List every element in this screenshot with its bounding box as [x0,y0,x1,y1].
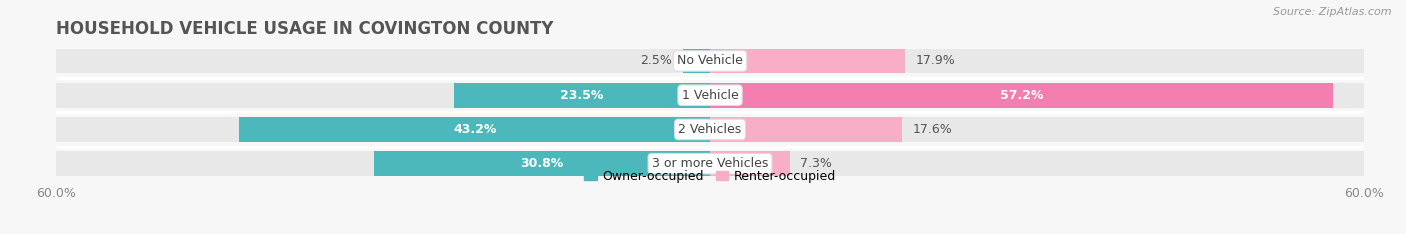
Text: 7.3%: 7.3% [800,157,832,170]
Text: 57.2%: 57.2% [1000,89,1043,102]
Bar [56,151,710,176]
Text: 2.5%: 2.5% [640,55,672,67]
Bar [454,83,710,108]
Text: 43.2%: 43.2% [453,123,496,136]
Bar [374,151,710,176]
Text: 17.6%: 17.6% [912,123,952,136]
Text: 3 or more Vehicles: 3 or more Vehicles [652,157,768,170]
Bar [56,49,710,73]
Bar [710,49,1364,73]
Text: 23.5%: 23.5% [561,89,603,102]
Text: 30.8%: 30.8% [520,157,564,170]
Bar [710,83,1333,108]
Text: 2 Vehicles: 2 Vehicles [679,123,741,136]
Text: No Vehicle: No Vehicle [678,55,742,67]
Text: HOUSEHOLD VEHICLE USAGE IN COVINGTON COUNTY: HOUSEHOLD VEHICLE USAGE IN COVINGTON COU… [56,20,554,38]
Bar [683,49,710,73]
Text: 17.9%: 17.9% [915,55,956,67]
Bar [710,151,1364,176]
Bar [710,151,790,176]
Bar [710,83,1364,108]
Bar [239,117,710,142]
Bar [56,83,710,108]
Bar [710,49,905,73]
Bar [710,117,1364,142]
Bar [56,117,710,142]
Text: Source: ZipAtlas.com: Source: ZipAtlas.com [1274,7,1392,17]
Legend: Owner-occupied, Renter-occupied: Owner-occupied, Renter-occupied [579,165,841,187]
Text: 1 Vehicle: 1 Vehicle [682,89,738,102]
Bar [710,117,901,142]
